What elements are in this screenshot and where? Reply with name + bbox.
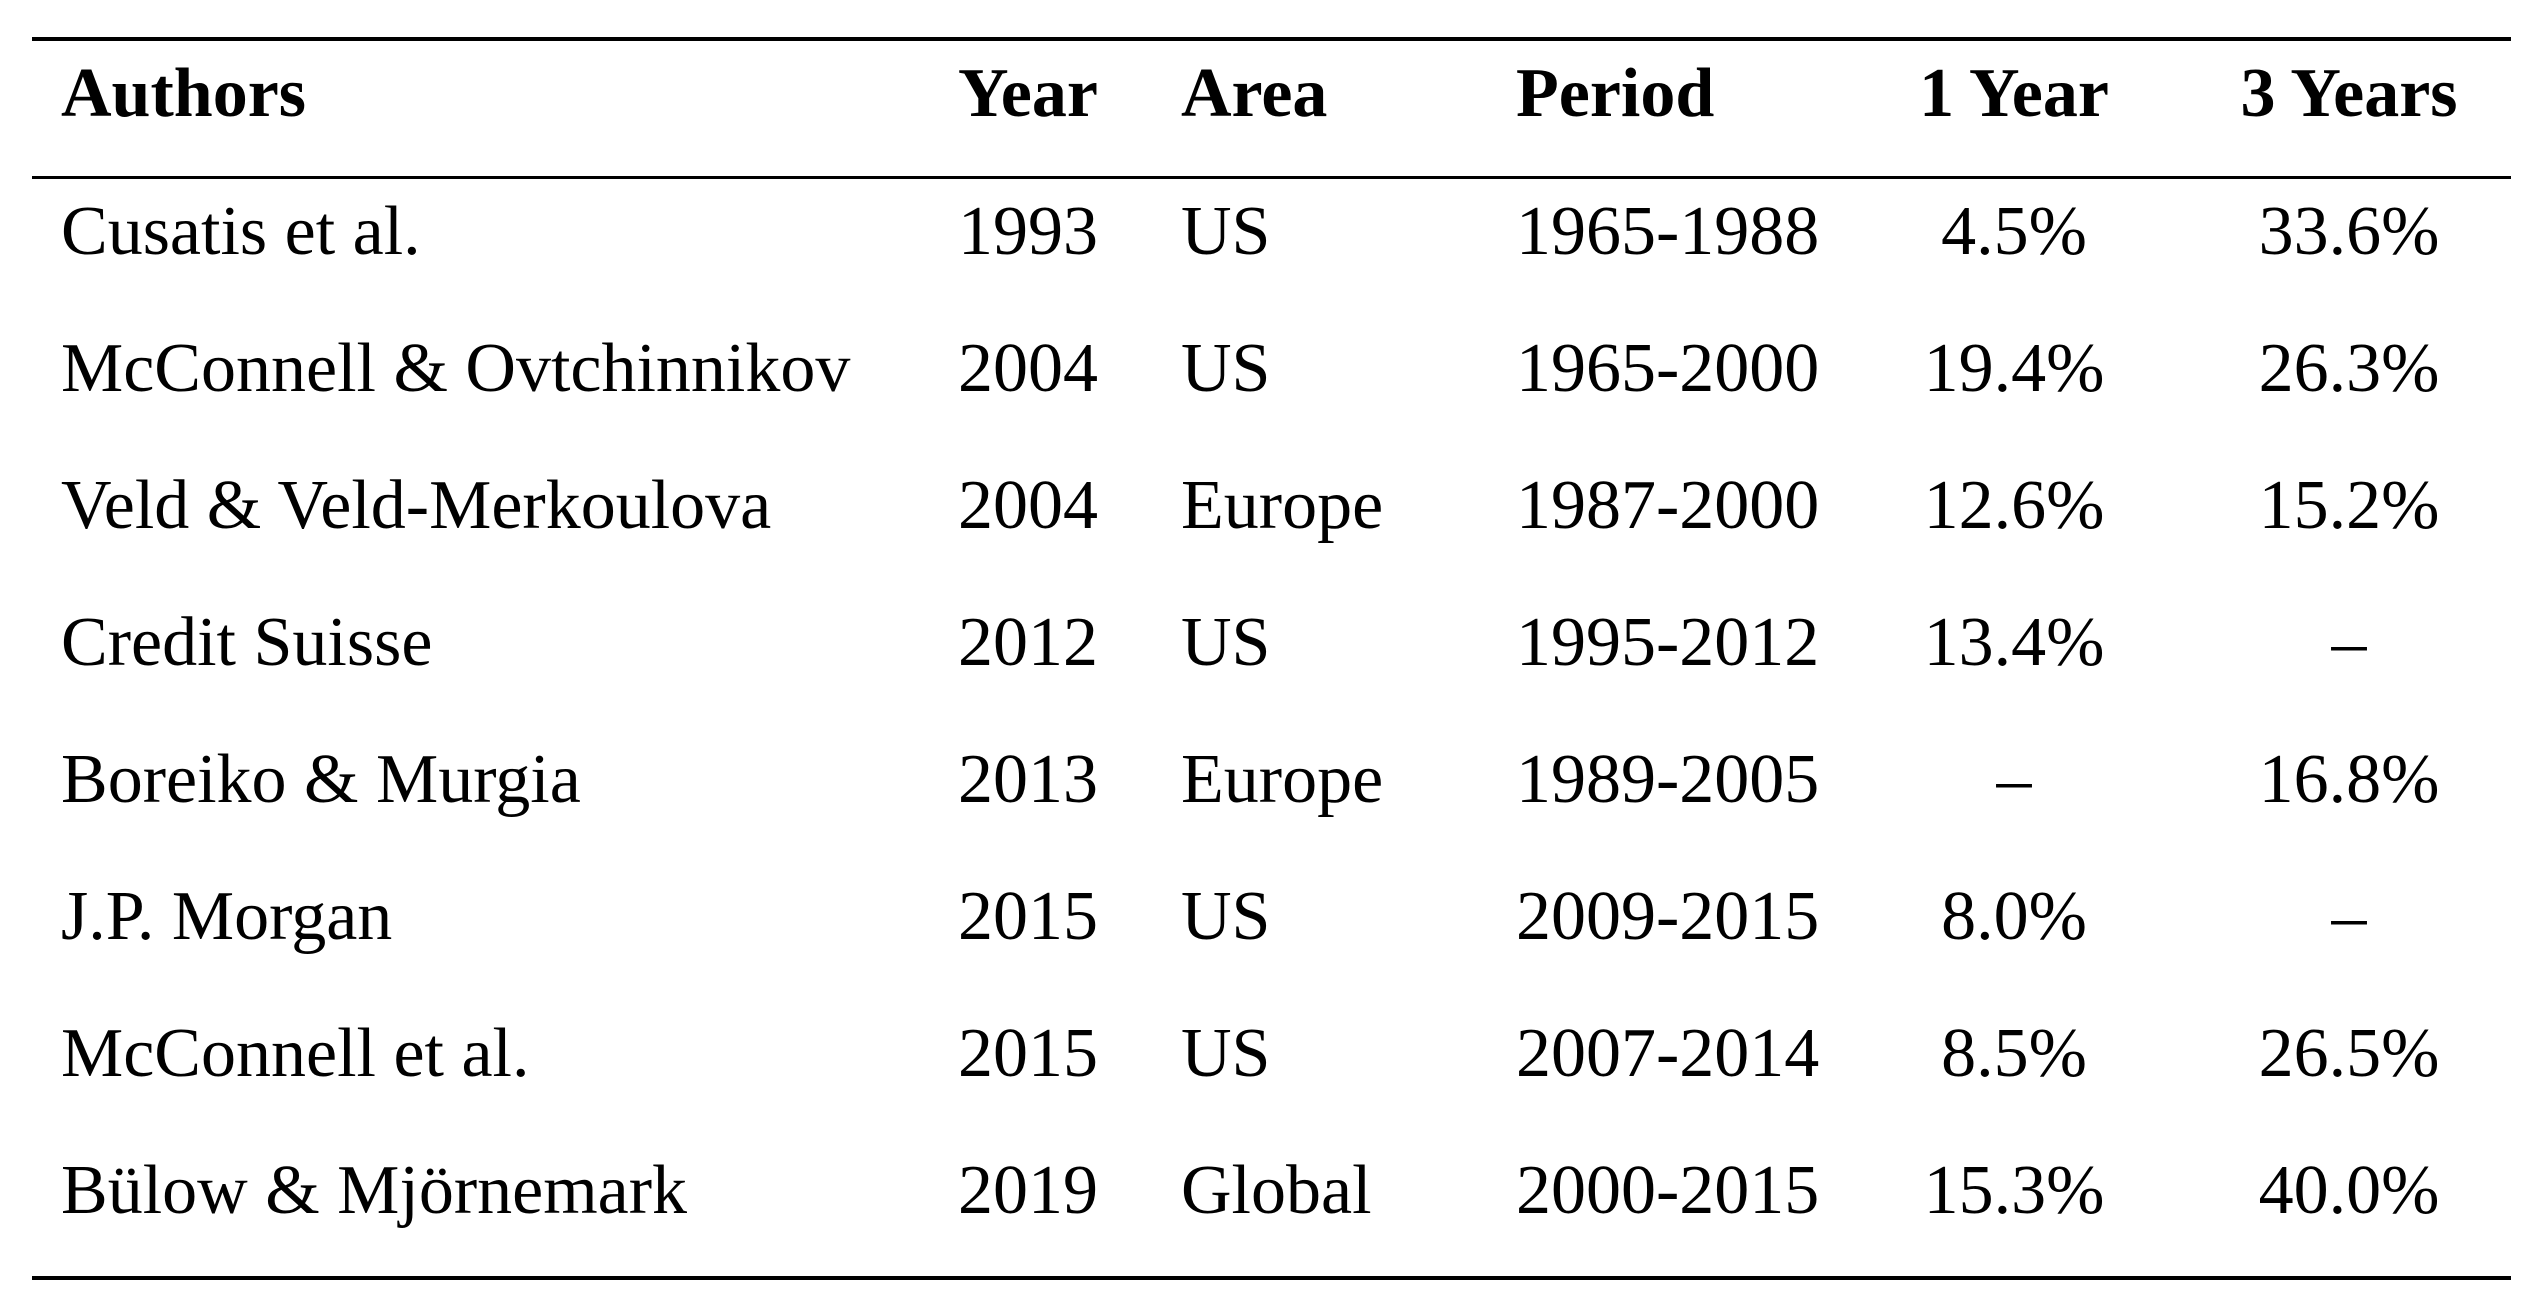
cell-period: 1989-2005 <box>1516 741 1820 818</box>
cell-year: 2015 <box>958 1015 1098 1092</box>
header-year: Year <box>958 55 1098 132</box>
cell-three-years: – <box>2331 878 2367 955</box>
cell-one-year: – <box>1996 741 2032 818</box>
cell-one-year: 12.6% <box>1923 467 2105 544</box>
cell-three-years: 16.8% <box>2258 741 2440 818</box>
cell-three-years: 15.2% <box>2258 467 2440 544</box>
cell-authors: Credit Suisse <box>61 604 433 681</box>
cell-one-year: 15.3% <box>1923 1152 2105 1229</box>
cell-year: 2004 <box>958 330 1098 407</box>
cell-three-years: 26.5% <box>2258 1015 2440 1092</box>
cell-one-year: 4.5% <box>1941 193 2087 270</box>
top-rule <box>32 37 2511 41</box>
cell-period: 1995-2012 <box>1516 604 1820 681</box>
cell-period: 2000-2015 <box>1516 1152 1820 1229</box>
cell-one-year: 8.5% <box>1941 1015 2087 1092</box>
cell-year: 2019 <box>958 1152 1098 1229</box>
cell-area: US <box>1181 330 1271 407</box>
cell-one-year: 8.0% <box>1941 878 2087 955</box>
cell-period: 2007-2014 <box>1516 1015 1820 1092</box>
cell-authors: McConnell et al. <box>61 1015 530 1092</box>
cell-three-years: 33.6% <box>2258 193 2440 270</box>
cell-year: 2004 <box>958 467 1098 544</box>
cell-three-years: – <box>2331 604 2367 681</box>
cell-three-years: 26.3% <box>2258 330 2440 407</box>
cell-area: US <box>1181 193 1271 270</box>
cell-period: 1965-1988 <box>1516 193 1820 270</box>
cell-authors: Boreiko & Murgia <box>61 741 581 818</box>
cell-one-year: 13.4% <box>1923 604 2105 681</box>
cell-period: 1965-2000 <box>1516 330 1820 407</box>
cell-year: 2012 <box>958 604 1098 681</box>
header-area: Area <box>1181 55 1328 132</box>
cell-area: Global <box>1181 1152 1372 1229</box>
cell-period: 1987-2000 <box>1516 467 1820 544</box>
header-rule <box>32 176 2511 179</box>
bottom-rule <box>32 1276 2511 1280</box>
cell-area: Europe <box>1181 467 1384 544</box>
cell-authors: Veld & Veld-Merkoulova <box>61 467 772 544</box>
cell-authors: Cusatis et al. <box>61 193 421 270</box>
header-one-year: 1 Year <box>1919 55 2109 132</box>
cell-year: 2015 <box>958 878 1098 955</box>
cell-area: Europe <box>1181 741 1384 818</box>
header-three-years: 3 Years <box>2240 55 2458 132</box>
cell-period: 2009-2015 <box>1516 878 1820 955</box>
cell-area: US <box>1181 604 1271 681</box>
cell-one-year: 19.4% <box>1923 330 2105 407</box>
header-period: Period <box>1516 55 1715 132</box>
cell-authors: McConnell & Ovtchinnikov <box>61 330 851 407</box>
cell-authors: Bülow & Mjörnemark <box>61 1152 688 1229</box>
cell-year: 2013 <box>958 741 1098 818</box>
cell-year: 1993 <box>958 193 1098 270</box>
cell-area: US <box>1181 878 1271 955</box>
cell-authors: J.P. Morgan <box>61 878 393 955</box>
header-authors: Authors <box>61 55 307 132</box>
cell-area: US <box>1181 1015 1271 1092</box>
cell-three-years: 40.0% <box>2258 1152 2440 1229</box>
